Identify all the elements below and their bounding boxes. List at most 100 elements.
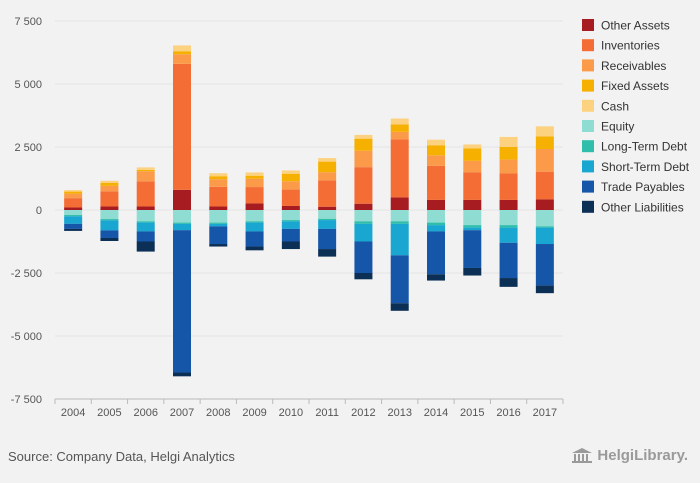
bar-segment xyxy=(136,241,155,252)
bar-segment xyxy=(427,231,445,275)
bar-segment xyxy=(209,176,228,180)
x-tick-label: 2009 xyxy=(242,407,266,419)
bar-segment xyxy=(463,210,482,226)
bar-segment xyxy=(463,267,482,276)
bar-segment xyxy=(390,210,409,222)
legend: Other Assets Inventories Receivables Fixed … xyxy=(582,19,690,214)
legend-swatch xyxy=(582,200,594,213)
bar-segment xyxy=(173,54,191,64)
bar-segment xyxy=(209,186,228,207)
bar-segment xyxy=(463,199,482,210)
bar-segment xyxy=(535,171,554,200)
bar-segment xyxy=(281,228,300,242)
bar-segment xyxy=(281,170,300,174)
bar-segment xyxy=(535,126,554,137)
bar-segment xyxy=(281,221,300,229)
y-tick-label: 5 000 xyxy=(14,79,42,91)
bar-segment xyxy=(136,169,155,172)
bar-segment xyxy=(499,136,518,147)
bar-segment xyxy=(281,181,300,190)
bar-segment xyxy=(209,173,228,177)
bar-segment xyxy=(427,165,445,200)
bar-segment xyxy=(390,221,409,224)
bar-segment xyxy=(354,223,373,242)
legend-swatch xyxy=(582,39,594,52)
y-tick-label: 2 500 xyxy=(14,142,42,154)
bar-segment xyxy=(535,199,554,210)
bar-segment xyxy=(499,147,518,160)
bar-segment xyxy=(499,225,518,228)
bar-segment xyxy=(427,210,445,223)
helgi-library-logo: HelgiLibrary. xyxy=(571,447,688,464)
bar-segment xyxy=(390,255,409,304)
bar-segment xyxy=(390,223,409,256)
bar-segment xyxy=(209,222,228,224)
legend-label: Cash xyxy=(601,99,629,113)
bar-segment xyxy=(281,173,300,182)
legend-label: Inventories xyxy=(601,39,660,53)
legend-label: Short-Term Debt xyxy=(601,160,690,174)
bar-segment xyxy=(245,187,264,204)
bar-segment xyxy=(390,139,409,198)
bar-segment xyxy=(354,273,373,280)
bar-segment xyxy=(281,210,300,221)
bar-segment xyxy=(281,241,300,250)
legend-label: Receivables xyxy=(601,59,666,73)
bar-segment xyxy=(463,144,482,149)
bar-segment xyxy=(136,171,155,182)
bar-segment xyxy=(318,210,337,219)
bar-segment xyxy=(318,172,337,181)
legend-label: Other Assets xyxy=(601,19,670,33)
x-tick-label: 2006 xyxy=(133,407,157,419)
grid-lines xyxy=(55,20,563,400)
bar-segment xyxy=(427,145,445,156)
y-tick-label: -7 500 xyxy=(11,394,42,406)
bar-segment xyxy=(64,216,83,224)
bar-segment xyxy=(499,173,518,200)
bar-segment xyxy=(100,220,119,231)
x-tick-label: 2010 xyxy=(279,407,303,419)
x-tick-label: 2007 xyxy=(170,407,194,419)
source-note: Source: Company Data, Helgi Analytics xyxy=(8,449,235,464)
x-tick-label: 2013 xyxy=(387,407,411,419)
legend-swatch xyxy=(582,180,594,193)
bar-segment xyxy=(535,149,554,172)
bar-segment xyxy=(499,199,518,210)
y-tick-label: -5 000 xyxy=(11,331,42,343)
bar-segment xyxy=(390,303,409,311)
bar-segment xyxy=(173,63,191,190)
y-tick-label: 0 xyxy=(36,205,42,217)
bar-segment xyxy=(173,45,191,52)
bar-segment xyxy=(499,242,518,279)
legend-label: Long-Term Debt xyxy=(601,140,688,154)
x-tick-label: 2012 xyxy=(351,407,375,419)
legend-swatch xyxy=(582,99,594,112)
bar-segment xyxy=(100,230,119,238)
legend-swatch xyxy=(582,160,594,173)
bar-segment xyxy=(390,131,409,140)
bar-segment xyxy=(245,246,264,251)
bar-segment xyxy=(463,172,482,200)
bar-segment xyxy=(535,285,554,294)
bar-segment xyxy=(499,210,518,226)
bar-segment xyxy=(535,227,554,245)
bar-segment xyxy=(173,210,191,223)
bar-segment xyxy=(64,190,83,192)
bar-segment xyxy=(535,210,554,227)
bar-segment xyxy=(318,158,337,162)
bar-segment xyxy=(173,372,191,377)
bar-segment xyxy=(499,227,518,243)
x-tick-label: 2011 xyxy=(315,407,339,419)
bar-segment xyxy=(245,222,264,232)
legend-label: Fixed Assets xyxy=(601,79,669,93)
x-tick-label: 2005 xyxy=(97,407,121,419)
bar-segment xyxy=(535,226,554,228)
bar-segment xyxy=(281,205,300,210)
bar-segment xyxy=(499,159,518,174)
legend-label: Other Liabilities xyxy=(601,200,684,214)
bar-segment xyxy=(209,244,228,247)
x-tick-label: 2015 xyxy=(460,407,484,419)
bar-segment xyxy=(100,191,119,207)
bar-segment xyxy=(136,231,155,242)
bar-segment xyxy=(64,191,83,194)
